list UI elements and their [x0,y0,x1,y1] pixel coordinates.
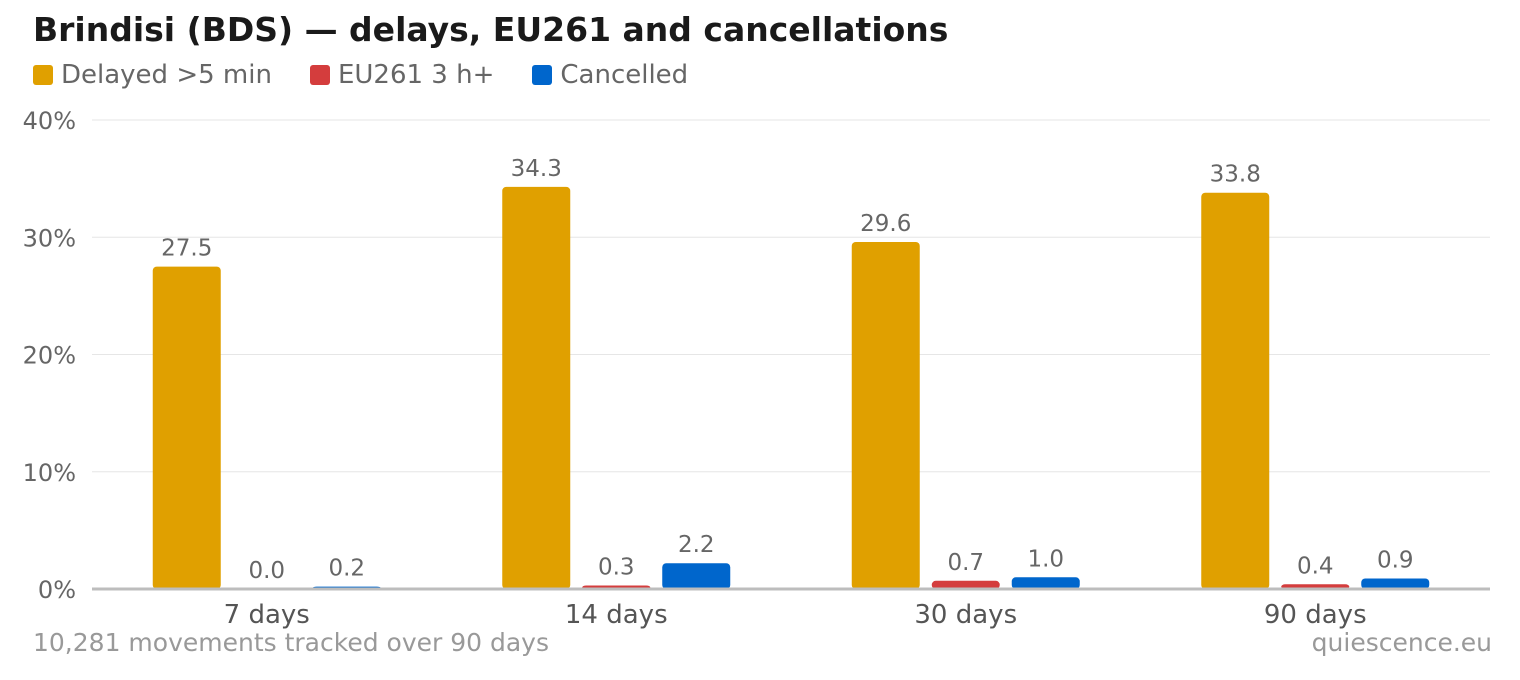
data-label: 0.2 [328,556,365,582]
bar [1011,577,1080,589]
legend-item-delayed: Delayed >5 min [33,60,272,90]
data-label: 0.7 [947,550,984,576]
footer-movements-note: 10,281 movements tracked over 90 days [33,628,549,657]
bar [1361,578,1430,589]
data-label: 2.2 [678,532,715,558]
bar [662,563,731,589]
legend-swatch-cancelled [532,65,553,85]
x-tick-label: 7 days [224,600,310,630]
bar [502,186,571,589]
data-label: 1.0 [1027,546,1064,572]
legend: Delayed >5 min EU261 3 h+ Cancelled [33,60,726,90]
data-label: 0.9 [1377,547,1414,573]
footer-source: quiescence.eu [1311,628,1492,657]
data-label: 0.4 [1297,553,1334,579]
data-label: 34.3 [511,156,562,182]
y-tick-label: 20% [23,342,76,370]
x-tick-label: 30 days [914,600,1017,630]
data-label: 27.5 [161,236,212,262]
data-label: 0.0 [248,558,285,584]
y-tick-label: 0% [38,576,76,604]
x-tick-label: 90 days [1264,600,1367,630]
legend-swatch-delayed [33,65,53,85]
legend-label-delayed: Delayed >5 min [61,60,272,90]
data-label: 0.3 [598,554,635,580]
data-label: 29.6 [860,211,911,237]
y-tick-label: 40% [23,107,76,135]
chart-title: Brindisi (BDS) — delays, EU261 and cance… [33,10,949,49]
legend-label-cancelled: Cancelled [560,60,689,90]
bar [1201,192,1270,589]
y-tick-label: 30% [23,224,76,252]
legend-swatch-eu261 [309,65,330,85]
legend-item-cancelled: Cancelled [532,60,688,90]
legend-item-eu261: EU261 3 h+ [309,60,495,90]
data-label: 33.8 [1210,162,1261,188]
y-tick-label: 10% [23,459,76,487]
bar [931,580,1000,589]
bar [851,241,920,589]
legend-label-eu261: EU261 3 h+ [337,60,495,90]
x-tick-label: 14 days [565,600,668,630]
bar [152,266,221,589]
